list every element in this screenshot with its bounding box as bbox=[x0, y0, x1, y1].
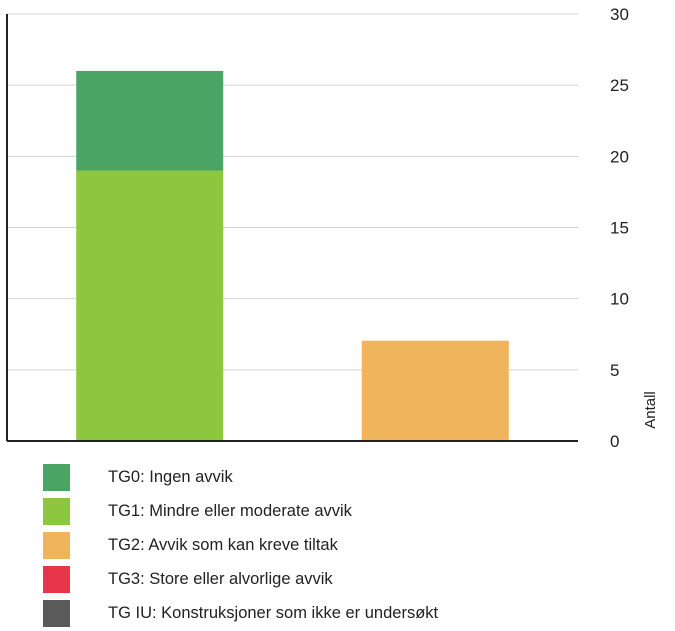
y-axis-title: Antall bbox=[642, 391, 659, 429]
legend-label: TG IU: Konstruksjoner som ikke er unders… bbox=[108, 603, 439, 622]
legend-item: TG IU: Konstruksjoner som ikke er unders… bbox=[43, 596, 438, 630]
legend-swatch bbox=[43, 599, 70, 627]
stacked-bar-chart: 0 5 10 15 20 25 30 Antall bbox=[6, 5, 659, 451]
legend-label: TG0: Ingen avvik bbox=[108, 467, 233, 486]
legend: TG0: Ingen avvik TG1: Mindre eller modera… bbox=[43, 460, 438, 630]
y-tick-label: 0 bbox=[610, 432, 619, 451]
legend-swatch bbox=[43, 565, 70, 593]
y-tick-label: 30 bbox=[610, 5, 629, 24]
legend-label: TG2: Avvik som kan kreve tiltak bbox=[108, 535, 338, 554]
bar-segment bbox=[76, 70, 224, 171]
legend-item: TG1: Mindre eller moderate avvik bbox=[43, 494, 438, 528]
y-tick-label: 15 bbox=[610, 219, 629, 238]
legend-label: TG1: Mindre eller moderate avvik bbox=[108, 501, 352, 520]
legend-swatch bbox=[43, 531, 70, 559]
y-tick-labels: 0 5 10 15 20 25 30 bbox=[610, 5, 629, 451]
y-tick-label: 10 bbox=[610, 290, 629, 309]
bar-segment bbox=[361, 340, 509, 441]
y-tick-label: 25 bbox=[610, 76, 629, 95]
bars bbox=[76, 70, 509, 442]
bar-segment bbox=[76, 170, 224, 442]
legend-item: TG2: Avvik som kan kreve tiltak bbox=[43, 528, 438, 562]
legend-item: TG0: Ingen avvik bbox=[43, 460, 438, 494]
legend-label: TG3: Store eller alvorlige avvik bbox=[108, 569, 333, 588]
y-tick-label: 20 bbox=[610, 147, 629, 166]
legend-item: TG3: Store eller alvorlige avvik bbox=[43, 562, 438, 596]
y-tick-label: 5 bbox=[610, 361, 619, 380]
legend-swatch bbox=[43, 463, 70, 491]
legend-swatch bbox=[43, 497, 70, 525]
